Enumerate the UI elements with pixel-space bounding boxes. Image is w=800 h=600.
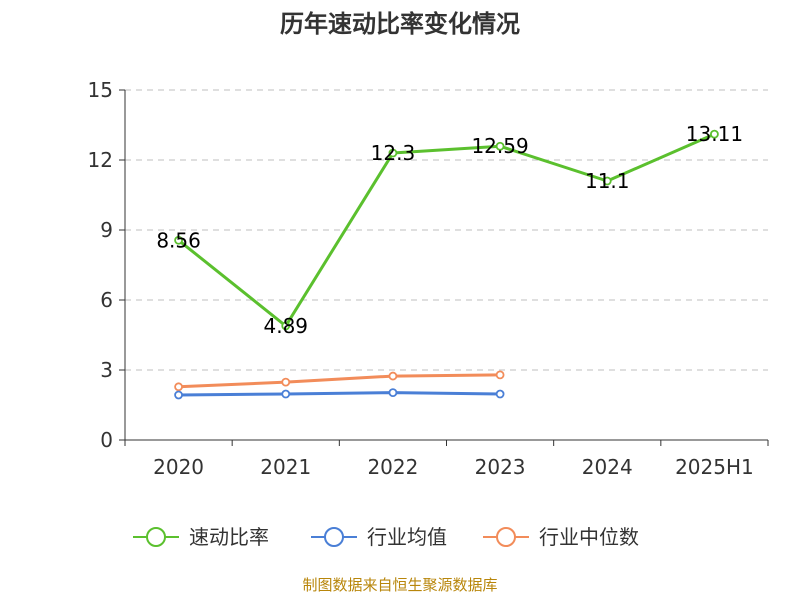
- data-point[interactable]: [281, 321, 291, 331]
- grid-lines: [125, 89, 768, 371]
- legend-item[interactable]: 速动比率: [133, 525, 269, 549]
- x-tick-label: 2025H1: [675, 455, 754, 479]
- legend-item[interactable]: 行业中位数: [483, 525, 639, 549]
- series: [174, 129, 719, 400]
- x-tick-label: 2022: [367, 455, 418, 479]
- y-tick-label: 12: [88, 148, 113, 172]
- series-line: [178, 373, 501, 389]
- data-point[interactable]: [174, 382, 183, 392]
- data-label: 13.11: [686, 122, 743, 146]
- data-label: 12.59: [471, 134, 528, 158]
- x-tick-label: 2021: [260, 455, 311, 479]
- source-note: 制图数据来自恒生聚源数据库: [302, 576, 497, 594]
- legend-marker-icon: [146, 527, 166, 547]
- y-tick-label: 9: [100, 218, 113, 242]
- legend-label: 行业中位数: [539, 525, 639, 549]
- data-point[interactable]: [710, 129, 719, 139]
- legend-marker-icon: [496, 527, 516, 547]
- y-tick-label: 6: [100, 288, 113, 312]
- x-tick-label: 2020: [153, 455, 204, 479]
- series-line: [177, 132, 716, 328]
- data-point[interactable]: [281, 389, 291, 399]
- data-point[interactable]: [388, 148, 398, 158]
- data-point[interactable]: [495, 370, 505, 380]
- legend-label: 速动比率: [189, 525, 269, 549]
- data-point[interactable]: [495, 389, 505, 399]
- legend-label: 行业均值: [367, 525, 447, 549]
- data-label: 8.56: [156, 228, 201, 252]
- y-tick-label: 0: [100, 428, 113, 452]
- data-point[interactable]: [174, 390, 183, 400]
- series-line: [178, 391, 501, 397]
- data-label: 11.1: [585, 169, 630, 193]
- x-tick-label: 2023: [475, 455, 526, 479]
- data-label: 4.89: [263, 314, 308, 338]
- data-point[interactable]: [388, 371, 398, 381]
- chart-title: 历年速动比率变化情况: [280, 10, 520, 38]
- data-labels: 8.56 4.89 12.3 12.59 11.1 13.11: [156, 122, 743, 338]
- data-point[interactable]: [174, 235, 183, 245]
- data-point[interactable]: [495, 141, 505, 151]
- data-point[interactable]: [602, 176, 612, 186]
- legend-marker-icon: [324, 527, 344, 547]
- data-label: 12.3: [371, 141, 416, 165]
- data-point[interactable]: [388, 388, 398, 398]
- x-tick-label: 2024: [582, 455, 633, 479]
- axes: 0 3 6 9 12 15 2020 2021 2022 2023 2024 2025H1: [88, 78, 769, 479]
- data-point[interactable]: [281, 377, 291, 387]
- y-tick-label: 15: [88, 78, 113, 102]
- legend-item[interactable]: 行业均值: [311, 525, 447, 549]
- y-tick-label: 3: [100, 358, 113, 382]
- legend[interactable]: 速动比率 行业均值 行业中位数: [133, 525, 639, 549]
